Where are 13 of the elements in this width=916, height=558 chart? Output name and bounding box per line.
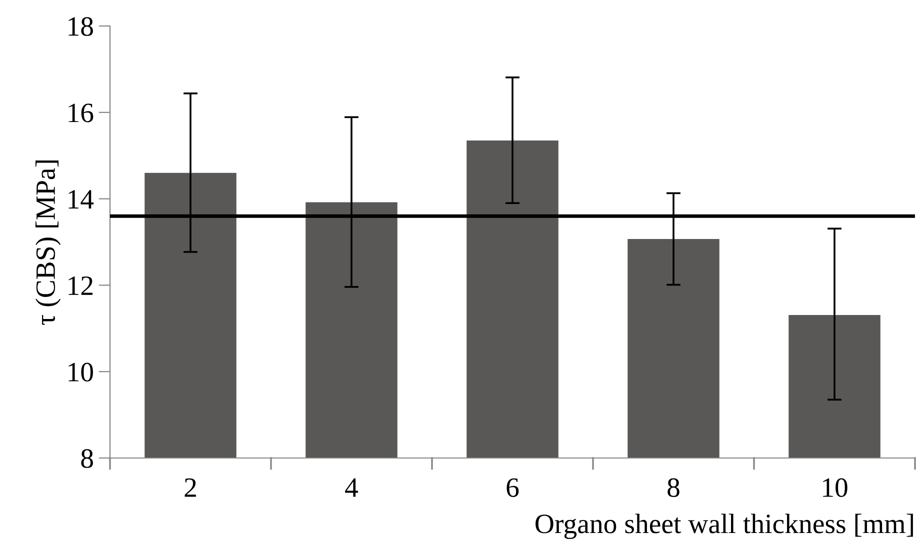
y-tick-label: 8 [81,449,93,468]
x-tick-label: 2 [184,478,196,497]
y-axis-title: τ (CBS) [MPa] [36,160,61,325]
y-tick-label: 18 [68,17,93,36]
x-tick-label: 6 [506,478,519,497]
x-tick-label: 8 [668,478,680,497]
x-tick-label: 10 [823,478,848,497]
y-tick-label: 10 [68,362,93,382]
y-tick-label: 14 [68,190,94,208]
x-tick-label: 4 [345,478,358,497]
x-axis-title: Organo sheet wall thickness [mm] [536,514,913,540]
y-tick-label: 12 [68,276,92,295]
y-tick-label: 16 [68,104,94,122]
